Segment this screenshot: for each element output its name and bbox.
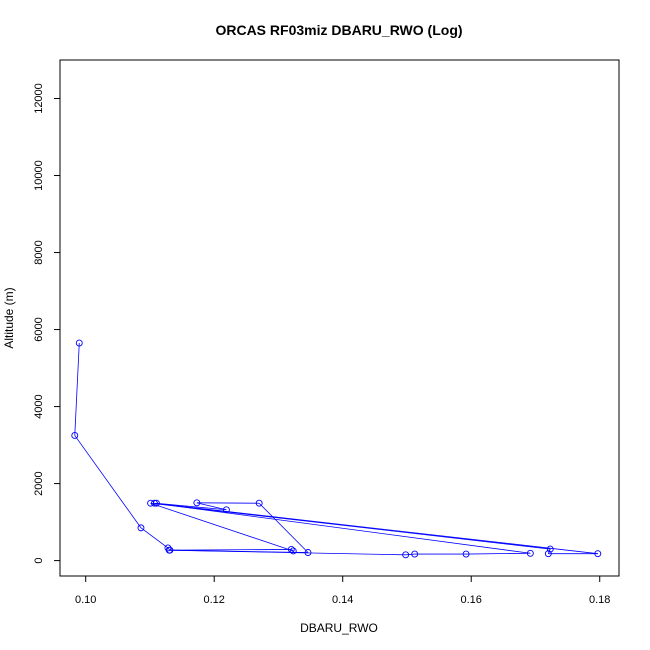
data-point	[165, 546, 173, 554]
x-tick-label: 0.14	[332, 594, 353, 606]
data-point	[526, 549, 534, 557]
y-axis-label: Altitude (m)	[2, 287, 16, 348]
y-tick-label: 4000	[33, 394, 45, 418]
series-line-segment	[140, 527, 169, 549]
data-point	[289, 547, 297, 555]
y-axis: 0 2000 4000 6000 8000 10000 12000	[33, 83, 60, 564]
data-point	[287, 545, 295, 553]
data-point	[304, 549, 312, 556]
data-point	[402, 551, 410, 559]
series-line-segment	[154, 502, 531, 554]
x-axis-label: DBARU_RWO	[300, 621, 378, 635]
series-line-segment	[169, 549, 309, 553]
data-point	[462, 550, 470, 558]
data-point	[411, 550, 419, 558]
series-line-segment	[74, 343, 80, 436]
series-0	[71, 339, 602, 559]
data-point	[151, 499, 158, 507]
data-point	[255, 499, 263, 507]
series-line-segment	[156, 502, 227, 511]
series-line-segment	[150, 502, 551, 550]
data-point	[544, 550, 552, 558]
data-point	[193, 499, 201, 507]
x-tick-label: 0.18	[589, 594, 610, 606]
series-line-segment	[466, 552, 531, 555]
data-point	[75, 339, 83, 347]
y-tick-label: 0	[33, 558, 45, 564]
y-tick-label: 8000	[33, 240, 45, 264]
series-line-segment	[169, 549, 292, 551]
x-tick-label: 0.12	[203, 594, 224, 606]
series-line-segment	[150, 502, 294, 552]
series-line-segment	[154, 502, 598, 555]
x-tick-label: 0.16	[461, 594, 482, 606]
data-point	[137, 524, 145, 532]
chart-title: ORCAS RF03miz DBARU_RWO (Log)	[215, 22, 462, 38]
data-point	[594, 550, 602, 558]
data-point	[222, 506, 230, 514]
y-tick-label: 10000	[33, 160, 45, 191]
x-tick-label: 0.10	[75, 594, 96, 606]
y-tick-label: 2000	[33, 471, 45, 495]
series-line-segment	[258, 502, 309, 553]
y-tick-label: 12000	[33, 83, 45, 114]
plot-frame	[59, 59, 620, 577]
x-axis: 0.10 0.12 0.14 0.16 0.18	[75, 576, 610, 606]
series-line-segment	[405, 553, 415, 556]
series-line-segment	[547, 548, 551, 554]
series-line-segment	[74, 435, 142, 529]
y-tick-label: 6000	[33, 317, 45, 341]
data-point	[152, 499, 160, 507]
data-point	[71, 431, 79, 439]
series-line-segment	[196, 502, 227, 511]
data-point	[546, 545, 554, 553]
